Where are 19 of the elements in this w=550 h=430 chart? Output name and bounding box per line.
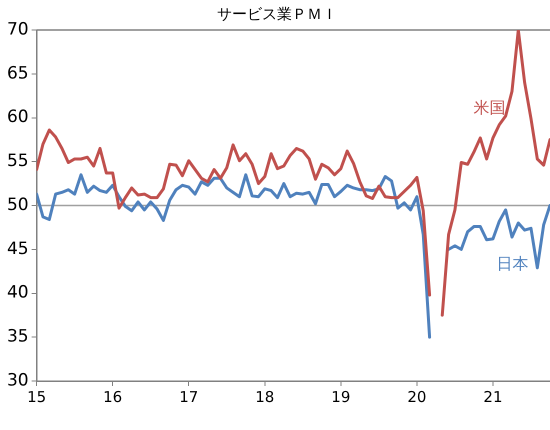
x-tick-label: 16 xyxy=(103,388,122,406)
x-tick-label: 20 xyxy=(407,388,426,406)
x-tick-label: 15 xyxy=(27,388,46,406)
series-label: 米国 xyxy=(473,98,506,117)
y-tick-label: 35 xyxy=(6,326,29,347)
x-tick-label: 18 xyxy=(255,388,274,406)
y-tick-label: 70 xyxy=(6,19,29,40)
y-tick-label: 60 xyxy=(6,107,29,128)
x-tick-label: 21 xyxy=(483,388,503,406)
x-tick-label: 19 xyxy=(331,388,350,406)
y-tick-label: 65 xyxy=(6,63,29,84)
y-tick-label: 30 xyxy=(6,370,29,390)
y-tick-label: 40 xyxy=(6,282,29,303)
y-tick-label: 45 xyxy=(6,238,29,259)
series-label: 日本 xyxy=(496,254,528,274)
y-tick-label: 55 xyxy=(6,151,29,172)
chart-title: サービス業ＰＭＩ xyxy=(217,4,337,23)
x-tick-label: 17 xyxy=(179,388,198,406)
y-tick-label: 50 xyxy=(6,194,29,215)
